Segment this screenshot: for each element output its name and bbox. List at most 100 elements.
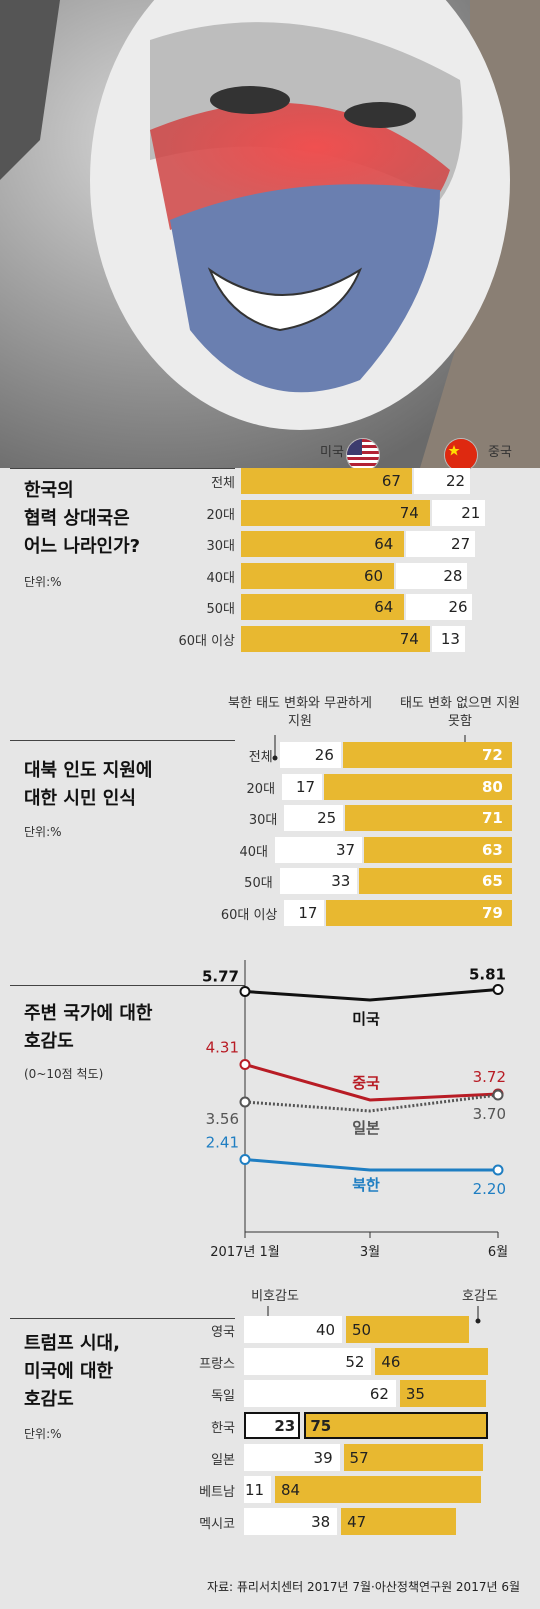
legend-favorable-label: 호감도 [462, 1289, 498, 1304]
favorable-value: 35 [405, 1385, 425, 1403]
section1-title: 한국의 협력 상대국은 어느 나라인가? [24, 480, 141, 557]
china-value: 13 [440, 629, 460, 648]
row-label: 베트남 [199, 1485, 235, 1500]
conditional-value: 65 [482, 872, 503, 890]
us-bar [241, 468, 412, 494]
일본-start-label: 3.56 [206, 1110, 239, 1128]
unfavorable-value: 40 [316, 1321, 336, 1339]
row-label: 60대 이상 [220, 907, 278, 923]
unfavorable-bar [244, 1444, 340, 1471]
일본-point [239, 1096, 251, 1108]
source-note: 자료: 퓨리서치센터 2017년 7월·아산정책연구원 2017년 6월 [206, 1580, 520, 1594]
us-bar [241, 594, 405, 620]
legend-unconditional-label: 북한 태도 변화와 무관하게 지원 [228, 696, 372, 729]
conditional-bar [342, 742, 512, 768]
일본-point [492, 1089, 504, 1101]
china-flag-icon [444, 438, 478, 472]
section2-unit: 단위:% [24, 825, 62, 839]
row-label: 영국 [211, 1325, 235, 1340]
x-tick-label: 6월 [488, 1245, 508, 1260]
conditional-value: 80 [482, 777, 503, 796]
conditional-value: 63 [482, 840, 503, 859]
미국-start-label: 5.77 [202, 968, 239, 986]
unfavorable-bar [244, 1508, 338, 1535]
unfavorable-value: 62 [369, 1385, 389, 1403]
us-flag-icon [346, 438, 380, 472]
중국-end-label: 3.72 [473, 1068, 506, 1086]
favorable-value: 57 [349, 1449, 369, 1467]
favorable-bar [399, 1380, 486, 1407]
legend-china-label: 중국 [488, 445, 512, 460]
section4-unit: 단위:% [24, 1427, 62, 1441]
북한-end-label: 2.20 [473, 1180, 506, 1198]
china-bar [413, 468, 470, 494]
legend-conditional-label: 태도 변화 없으면 지원 못함 [399, 696, 521, 729]
china-value: 21 [461, 503, 481, 522]
section3-line-chart: 2017년 1월 3월 6월 5.77 5.81 미국 4.31 3.72 중국 3.56 3.70… [202, 960, 508, 1260]
us-value: 74 [399, 503, 419, 522]
row-label: 50대 [206, 602, 235, 617]
section1-rule [10, 468, 235, 469]
legend-us-label: 미국 [320, 445, 344, 460]
conditional-bar [324, 773, 512, 800]
북한-line [244, 1158, 498, 1172]
section3-title: 주변 국가에 대한 호감도 [24, 1003, 153, 1052]
conditional-bar [326, 899, 512, 926]
header-photo [0, 0, 540, 468]
중국-series-label: 중국 [352, 1074, 380, 1092]
중국-start-label: 4.31 [206, 1039, 239, 1057]
us-value: 74 [399, 629, 419, 648]
favorable-value: 75 [310, 1417, 332, 1435]
중국-line [244, 1063, 499, 1102]
미국-point [239, 986, 251, 997]
china-value: 27 [451, 535, 471, 553]
favorable-value: 47 [347, 1513, 367, 1531]
unfavorable-value: 23 [274, 1417, 296, 1435]
미국-series-label: 미국 [352, 1010, 380, 1028]
section2-rule [10, 740, 235, 741]
favorable-value: 50 [352, 1321, 372, 1339]
us-value: 64 [374, 598, 394, 616]
row-label: 프랑스 [199, 1357, 235, 1372]
favorable-bar [375, 1348, 489, 1375]
section4-title: 트럼프 시대, 미국에 대한 호감도 [24, 1333, 120, 1410]
china-value: 26 [448, 598, 468, 616]
북한-point [492, 1164, 504, 1176]
북한-point [239, 1154, 251, 1165]
row-label: 20대 [206, 507, 235, 523]
unfavorable-bar [244, 1476, 271, 1503]
china-value: 28 [443, 566, 463, 585]
us-value: 60 [364, 566, 384, 585]
row-label: 전체 [211, 476, 235, 491]
row-label: 40대 [206, 570, 235, 586]
favorable-bar [304, 1412, 489, 1439]
conditional-bar [345, 805, 512, 831]
conditional-bar [363, 836, 512, 863]
section1-unit: 단위:% [24, 575, 62, 589]
china-bar [396, 562, 468, 589]
unconditional-value: 17 [298, 903, 318, 922]
section2-title: 대북 인도 지원에 대한 시민 인식 [24, 760, 153, 809]
row-label: 독일 [211, 1389, 235, 1404]
favorable-value: 84 [280, 1481, 301, 1499]
일본-end-label: 3.70 [473, 1105, 506, 1123]
unconditional-value: 26 [314, 746, 334, 764]
unfavorable-bar [244, 1380, 396, 1407]
row-label: 30대 [206, 539, 235, 554]
row-label: 한국 [211, 1421, 235, 1436]
unconditional-bar [275, 836, 362, 863]
row-label: 60대 이상 [178, 633, 235, 649]
favorable-bar [343, 1444, 484, 1471]
row-label: 일본 [211, 1453, 235, 1468]
unconditional-bar [284, 805, 344, 831]
face-painted-flag-photo [0, 0, 540, 468]
중국-point [239, 1059, 251, 1070]
미국-line [244, 988, 499, 1002]
legend-unfavorable-label: 비호감도 [251, 1289, 299, 1304]
unconditional-value: 25 [317, 809, 337, 827]
conditional-value: 71 [482, 809, 503, 827]
us-value: 67 [381, 472, 401, 490]
북한-series-label: 북한 [352, 1176, 380, 1194]
china-bar [406, 531, 476, 557]
china-bar [406, 594, 473, 620]
